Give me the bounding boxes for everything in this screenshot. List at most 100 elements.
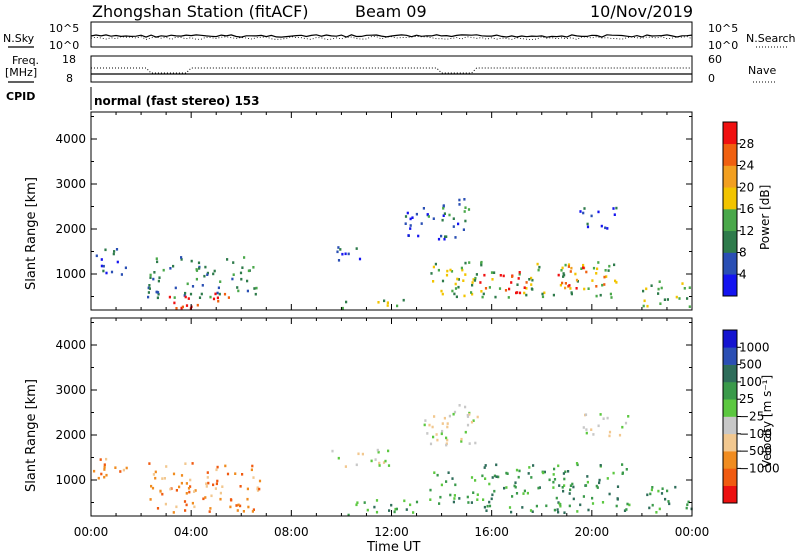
echo-cell — [681, 282, 684, 285]
echo-cell — [518, 469, 521, 473]
echo-cell — [441, 218, 444, 222]
echo-cell — [579, 503, 582, 507]
colorbar-tick-label: 16 — [739, 202, 754, 216]
echo-cell — [441, 429, 444, 433]
echo-cell — [184, 509, 187, 512]
echo-cell — [237, 503, 240, 507]
echo-cell — [541, 292, 544, 296]
echo-cell — [521, 506, 524, 509]
echo-cell — [443, 416, 446, 420]
echo-cell — [483, 505, 486, 509]
cpid-value: normal (fast stereo) 153 — [94, 94, 260, 108]
echo-cell — [437, 237, 441, 241]
echo-cell — [608, 430, 612, 434]
echo-cell — [115, 248, 119, 251]
velocity-colorbar-label: Velocity [m s⁻¹] — [760, 375, 774, 468]
echo-cell — [606, 477, 609, 480]
echo-cell — [236, 286, 239, 289]
echo-cell — [474, 441, 477, 445]
echo-cell — [453, 292, 456, 296]
echo-cell — [448, 414, 451, 418]
echo-cell — [206, 273, 209, 276]
noise-right-tick-lo: 10^0 — [708, 39, 738, 52]
echo-cell — [660, 286, 663, 290]
echo-cell — [568, 504, 571, 508]
echo-cell — [569, 484, 572, 487]
echo-cell — [516, 283, 519, 286]
echo-cell — [527, 472, 530, 475]
echo-cell — [458, 497, 461, 500]
colorbar-tick-label: 100 — [739, 375, 762, 389]
echo-cell — [357, 452, 360, 456]
echo-cell — [212, 297, 216, 301]
echo-cell — [563, 484, 566, 487]
colorbar-tick-label: 12 — [739, 224, 754, 238]
echo-cell — [403, 499, 406, 503]
echo-cell — [239, 271, 243, 275]
echo-cell — [508, 506, 512, 509]
echo-cell — [582, 495, 585, 498]
echo-cell — [475, 273, 478, 276]
echo-cell — [471, 292, 474, 296]
echo-cell — [164, 502, 167, 506]
echo-cell — [606, 227, 609, 230]
echo-cell — [471, 281, 474, 284]
echo-cell — [650, 284, 653, 287]
echo-cell — [100, 264, 103, 268]
echo-cell — [471, 283, 474, 287]
echo-cell — [609, 292, 612, 296]
noise-left-tick-lo: 10^0 — [49, 39, 79, 52]
echo-cell — [587, 508, 590, 512]
echo-cell — [688, 305, 691, 308]
echo-cell — [452, 500, 455, 504]
echo-cell — [625, 508, 628, 511]
echo-cell — [405, 508, 408, 511]
echo-cell — [582, 426, 585, 429]
echo-cell — [457, 278, 460, 281]
echo-cell — [472, 419, 475, 422]
nave-right-tick-hi: 60 — [708, 53, 722, 66]
echo-cell — [428, 423, 431, 427]
echo-cell — [467, 208, 471, 211]
echo-cell — [156, 507, 160, 510]
echo-cell — [585, 431, 588, 435]
velocity-ylabel: Slant Range [km] — [24, 379, 39, 492]
echo-cell — [481, 474, 484, 478]
echo-cell — [157, 292, 160, 296]
echo-cell — [437, 268, 440, 272]
echo-cell — [608, 434, 611, 438]
echo-cell — [163, 477, 166, 480]
echo-cell — [221, 485, 224, 488]
echo-cell — [651, 503, 654, 507]
echo-cell — [426, 213, 429, 216]
echo-cell — [530, 283, 533, 286]
echo-cell — [196, 303, 199, 307]
echo-cell — [344, 465, 347, 468]
colorbar-tick-label: 500 — [739, 358, 762, 372]
echo-cell — [162, 268, 165, 272]
x-tick-label: 00:00 — [74, 525, 109, 539]
echo-cell — [595, 294, 598, 298]
colorbar-segment — [723, 485, 737, 504]
echo-cell — [522, 492, 525, 495]
echo-cell — [209, 295, 212, 299]
power-colorbar-label: Power [dB] — [758, 185, 772, 250]
echo-cell — [470, 420, 474, 424]
echo-cell — [613, 213, 616, 216]
echo-cell — [224, 464, 227, 468]
echo-cell — [463, 294, 466, 298]
echo-cell — [455, 295, 458, 299]
y-tick-label: 3000 — [55, 177, 86, 191]
echo-cell — [252, 508, 255, 511]
echo-cell — [490, 497, 493, 501]
echo-cell — [454, 483, 457, 487]
echo-cell — [458, 404, 461, 407]
echo-cell — [591, 502, 595, 505]
echo-cell — [241, 266, 244, 269]
echo-cell — [363, 501, 366, 504]
echo-cell — [194, 489, 197, 492]
echo-cell — [454, 287, 458, 290]
echo-cell — [187, 297, 190, 300]
echo-cell — [331, 449, 334, 453]
echo-cell — [476, 498, 479, 501]
